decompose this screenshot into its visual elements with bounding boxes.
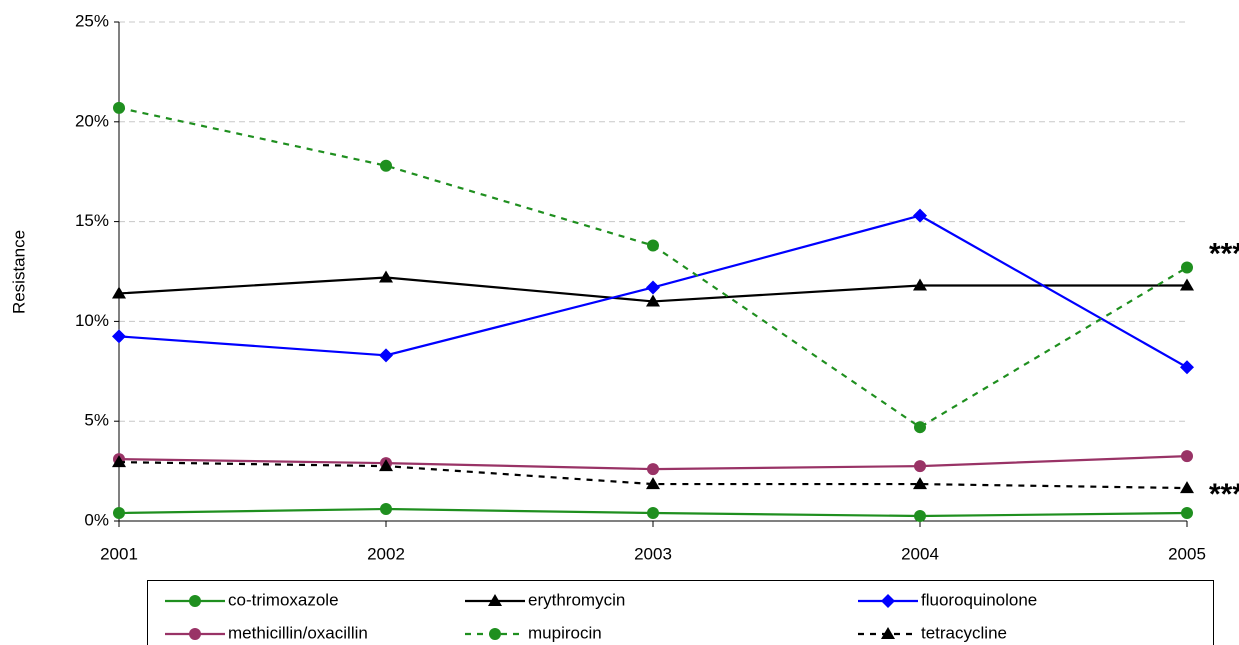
y-tick-label: 5% [84,411,109,430]
marker [1180,278,1194,291]
x-tick-label: 2001 [100,544,138,563]
y-tick-label: 10% [75,311,109,330]
marker [380,159,392,172]
marker [1181,261,1193,274]
marker [1180,360,1194,375]
annotation: *** [1209,478,1239,511]
x-tick-label: 2003 [634,544,672,563]
marker [646,294,660,307]
legend-marker [189,628,201,640]
marker [647,507,659,520]
marker [914,421,926,434]
marker [1181,507,1193,520]
legend-marker [189,595,201,607]
y-tick-label: 25% [75,11,109,30]
marker [914,460,926,473]
legend-label: fluoroquinolone [921,590,1037,609]
y-tick-label: 20% [75,111,109,130]
marker [913,477,927,490]
marker [112,329,126,344]
legend-label: methicillin/oxacillin [228,623,368,642]
legend-label: mupirocin [528,623,602,642]
marker [380,503,392,516]
legend-box [147,580,1214,645]
y-axis-label: Resistance [9,230,28,314]
legend-marker [488,594,502,606]
marker [914,510,926,523]
y-tick-label: 0% [84,510,109,529]
x-tick-label: 2004 [901,544,939,563]
series-line [118,106,1188,429]
marker [113,101,125,114]
marker [913,208,927,223]
legend-marker [489,628,501,640]
x-tick-label: 2005 [1168,544,1206,563]
legend-label: tetracycline [921,623,1007,642]
marker [113,507,125,520]
series-line [118,461,1188,490]
annotation: *** [1209,237,1239,270]
marker [646,477,660,490]
marker [1181,450,1193,463]
y-tick-label: 15% [75,211,109,230]
marker [379,348,393,363]
marker [379,270,393,283]
marker [379,459,393,472]
legend-marker [881,627,895,639]
marker [913,278,927,291]
x-tick-label: 2002 [367,544,405,563]
marker [112,455,126,468]
legend-label: co-trimoxazole [228,590,339,609]
marker [112,286,126,299]
legend-label: erythromycin [528,590,625,609]
marker [647,463,659,476]
marker [646,280,660,295]
marker [1180,481,1194,494]
legend-marker [881,594,895,608]
marker [647,239,659,252]
